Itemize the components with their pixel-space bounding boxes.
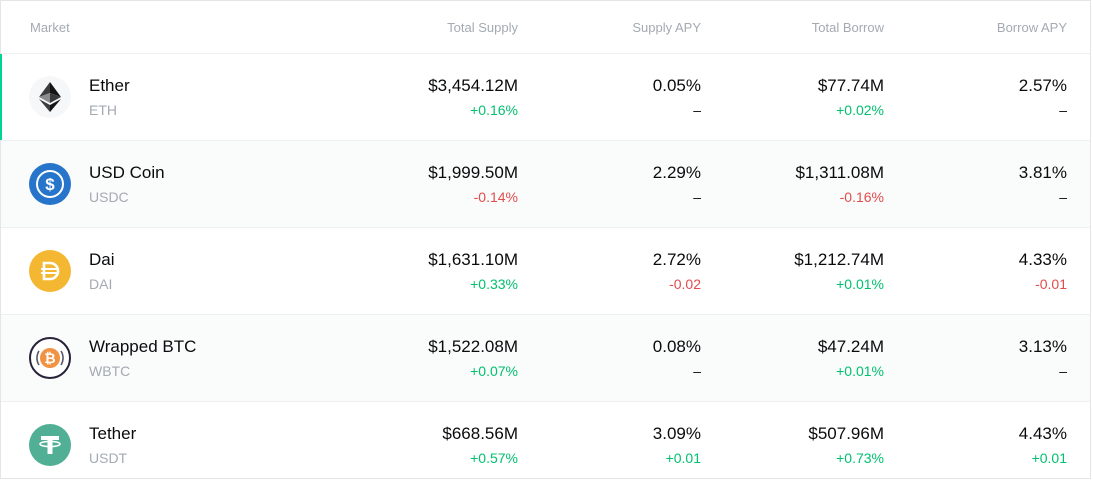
market-row-usdc[interactable]: $ USD Coin USDC $1,999.50M -0.14% 2.29% …: [1, 141, 1090, 228]
asset-symbol: ETH: [89, 101, 117, 118]
asset-symbol: WBTC: [89, 362, 131, 379]
total-borrow-value: $1,311.08M: [795, 162, 884, 182]
asset-symbol: USDC: [89, 188, 129, 205]
total-borrow-change: +0.02%: [836, 101, 884, 118]
total-borrow-change: +0.73%: [836, 449, 884, 466]
borrow-apy-value: 3.13%: [1018, 336, 1067, 356]
market-row-eth[interactable]: Ether ETH $3,454.12M +0.16% 0.05% – $77.…: [0, 54, 1090, 141]
supply-apy-change: –: [693, 188, 701, 205]
total-supply-value: $1,631.10M: [428, 249, 518, 269]
market-row-wbtc[interactable]: ₿ Wrapped BTC WBTC $1,522.08M +0.07% 0.0…: [1, 315, 1090, 402]
usdc-icon: $: [29, 163, 71, 205]
total-supply-change: +0.57%: [470, 449, 518, 466]
supply-apy-value: 0.05%: [652, 75, 701, 95]
borrow-apy-change: –: [1059, 101, 1067, 118]
total-supply-change: +0.07%: [470, 362, 518, 379]
asset-name: Ether: [89, 75, 130, 95]
total-supply-change: +0.33%: [470, 275, 518, 292]
asset-name: Tether: [89, 423, 137, 443]
table-header: Market Total Supply Supply APY Total Bor…: [1, 1, 1090, 54]
supply-apy-change: -0.02: [669, 275, 701, 292]
header-total-borrow[interactable]: Total Borrow: [811, 19, 884, 35]
active-row-indicator: [0, 54, 2, 140]
svg-text:₿: ₿: [44, 350, 55, 366]
asset-symbol: DAI: [89, 275, 113, 292]
markets-table: Market Total Supply Supply APY Total Bor…: [0, 0, 1091, 479]
svg-text:$: $: [45, 175, 55, 194]
asset-name: Dai: [89, 249, 115, 269]
total-borrow-value: $77.74M: [817, 75, 884, 95]
total-supply-change: -0.14%: [473, 188, 518, 205]
total-borrow-change: +0.01%: [836, 275, 884, 292]
borrow-apy-value: 4.43%: [1018, 423, 1067, 443]
asset-name: USD Coin: [89, 162, 165, 182]
total-supply-value: $1,999.50M: [428, 162, 518, 182]
header-market[interactable]: Market: [30, 19, 70, 35]
borrow-apy-change: +0.01: [1031, 449, 1067, 466]
total-borrow-value: $47.24M: [817, 336, 884, 356]
total-supply-change: +0.16%: [470, 101, 518, 118]
supply-apy-value: 2.29%: [652, 162, 701, 182]
header-borrow-apy[interactable]: Borrow APY: [996, 19, 1067, 35]
supply-apy-change: –: [693, 362, 701, 379]
borrow-apy-change: -0.01: [1035, 275, 1067, 292]
total-borrow-change: -0.16%: [839, 188, 884, 205]
supply-apy-change: +0.01: [665, 449, 701, 466]
supply-apy-value: 2.72%: [652, 249, 701, 269]
asset-name: Wrapped BTC: [89, 336, 197, 356]
total-borrow-change: +0.01%: [836, 362, 884, 379]
tether-icon: [29, 424, 71, 466]
header-total-supply[interactable]: Total Supply: [447, 19, 518, 35]
supply-apy-value: 0.08%: [652, 336, 701, 356]
header-supply-apy[interactable]: Supply APY: [632, 19, 701, 35]
dai-icon: [29, 250, 71, 292]
borrow-apy-change: –: [1059, 188, 1067, 205]
supply-apy-value: 3.09%: [652, 423, 701, 443]
borrow-apy-change: –: [1059, 362, 1067, 379]
market-row-usdt[interactable]: Tether USDT $668.56M +0.57% 3.09% +0.01 …: [1, 402, 1090, 488]
total-borrow-value: $507.96M: [808, 423, 884, 443]
asset-symbol: USDT: [89, 449, 128, 466]
total-supply-value: $1,522.08M: [428, 336, 518, 356]
borrow-apy-value: 2.57%: [1018, 75, 1067, 95]
ether-icon: [29, 76, 71, 118]
borrow-apy-value: 4.33%: [1018, 249, 1067, 269]
total-supply-value: $3,454.12M: [428, 75, 518, 95]
supply-apy-change: –: [693, 101, 701, 118]
borrow-apy-value: 3.81%: [1018, 162, 1067, 182]
total-borrow-value: $1,212.74M: [794, 249, 884, 269]
market-row-dai[interactable]: Dai DAI $1,631.10M +0.33% 2.72% -0.02 $1…: [1, 228, 1090, 315]
wbtc-icon: ₿: [29, 337, 71, 379]
total-supply-value: $668.56M: [442, 423, 518, 443]
